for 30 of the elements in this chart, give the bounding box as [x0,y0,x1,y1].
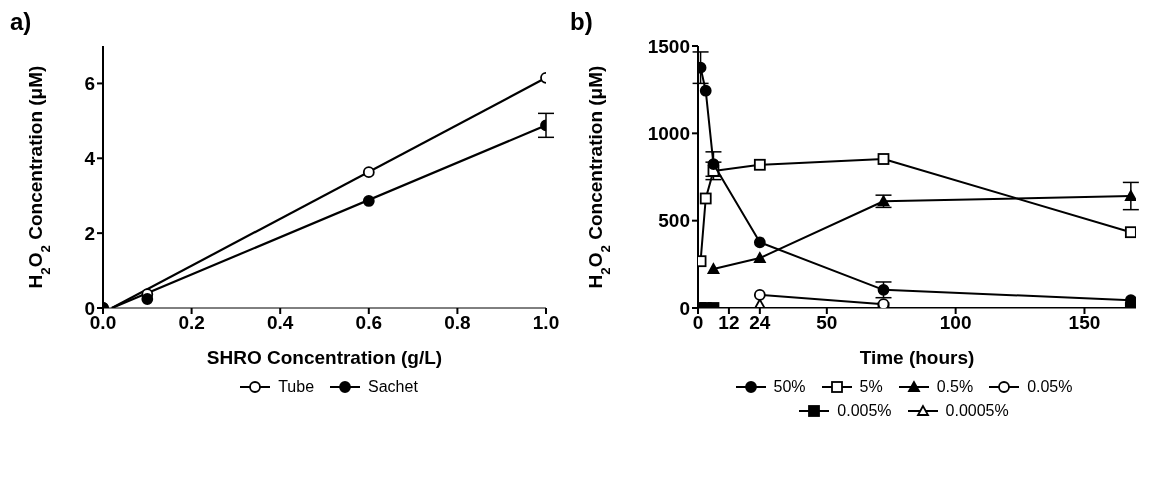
x-tick-label: 24 [749,312,771,334]
x-tick-label: 12 [718,312,740,334]
x-tick-label: 0.6 [355,312,383,334]
legend-label: 0.05% [1027,378,1073,396]
legend-label: 0.5% [936,378,974,396]
x-tick-label: 1.0 [532,312,560,334]
x-tick-label: 0.4 [266,312,294,334]
y-tick-label: 1000 [647,123,690,145]
y-tick-label: 0 [679,297,690,319]
y-tick-label: 1500 [647,35,690,57]
x-axis-title: Time (hours) [859,347,975,368]
legend-label: 50% [773,378,806,396]
x-tick-label: 0.8 [444,312,471,334]
legend-label: 5% [859,378,883,396]
x-tick-label: 0.2 [178,312,205,334]
y-tick-label: 6 [84,73,95,95]
chart-title: b) [570,8,593,35]
x-tick-label: 0 [692,312,704,334]
x-tick-label: 100 [939,312,972,334]
x-tick-label: 150 [1068,312,1101,334]
legend-label: 0.0005% [945,402,1009,420]
x-tick-label: 50 [816,312,838,334]
legend-label: Tube [278,378,315,396]
chart-title: a) [9,8,33,37]
legend-label: 0.005% [837,402,892,420]
legend-label: Sachet [368,378,418,396]
y-tick-label: 500 [658,210,690,232]
y-tick-label: 4 [84,148,96,170]
y-tick-label: 2 [84,222,95,244]
x-axis-title: SHRO Concentration (g/L) [206,347,443,368]
